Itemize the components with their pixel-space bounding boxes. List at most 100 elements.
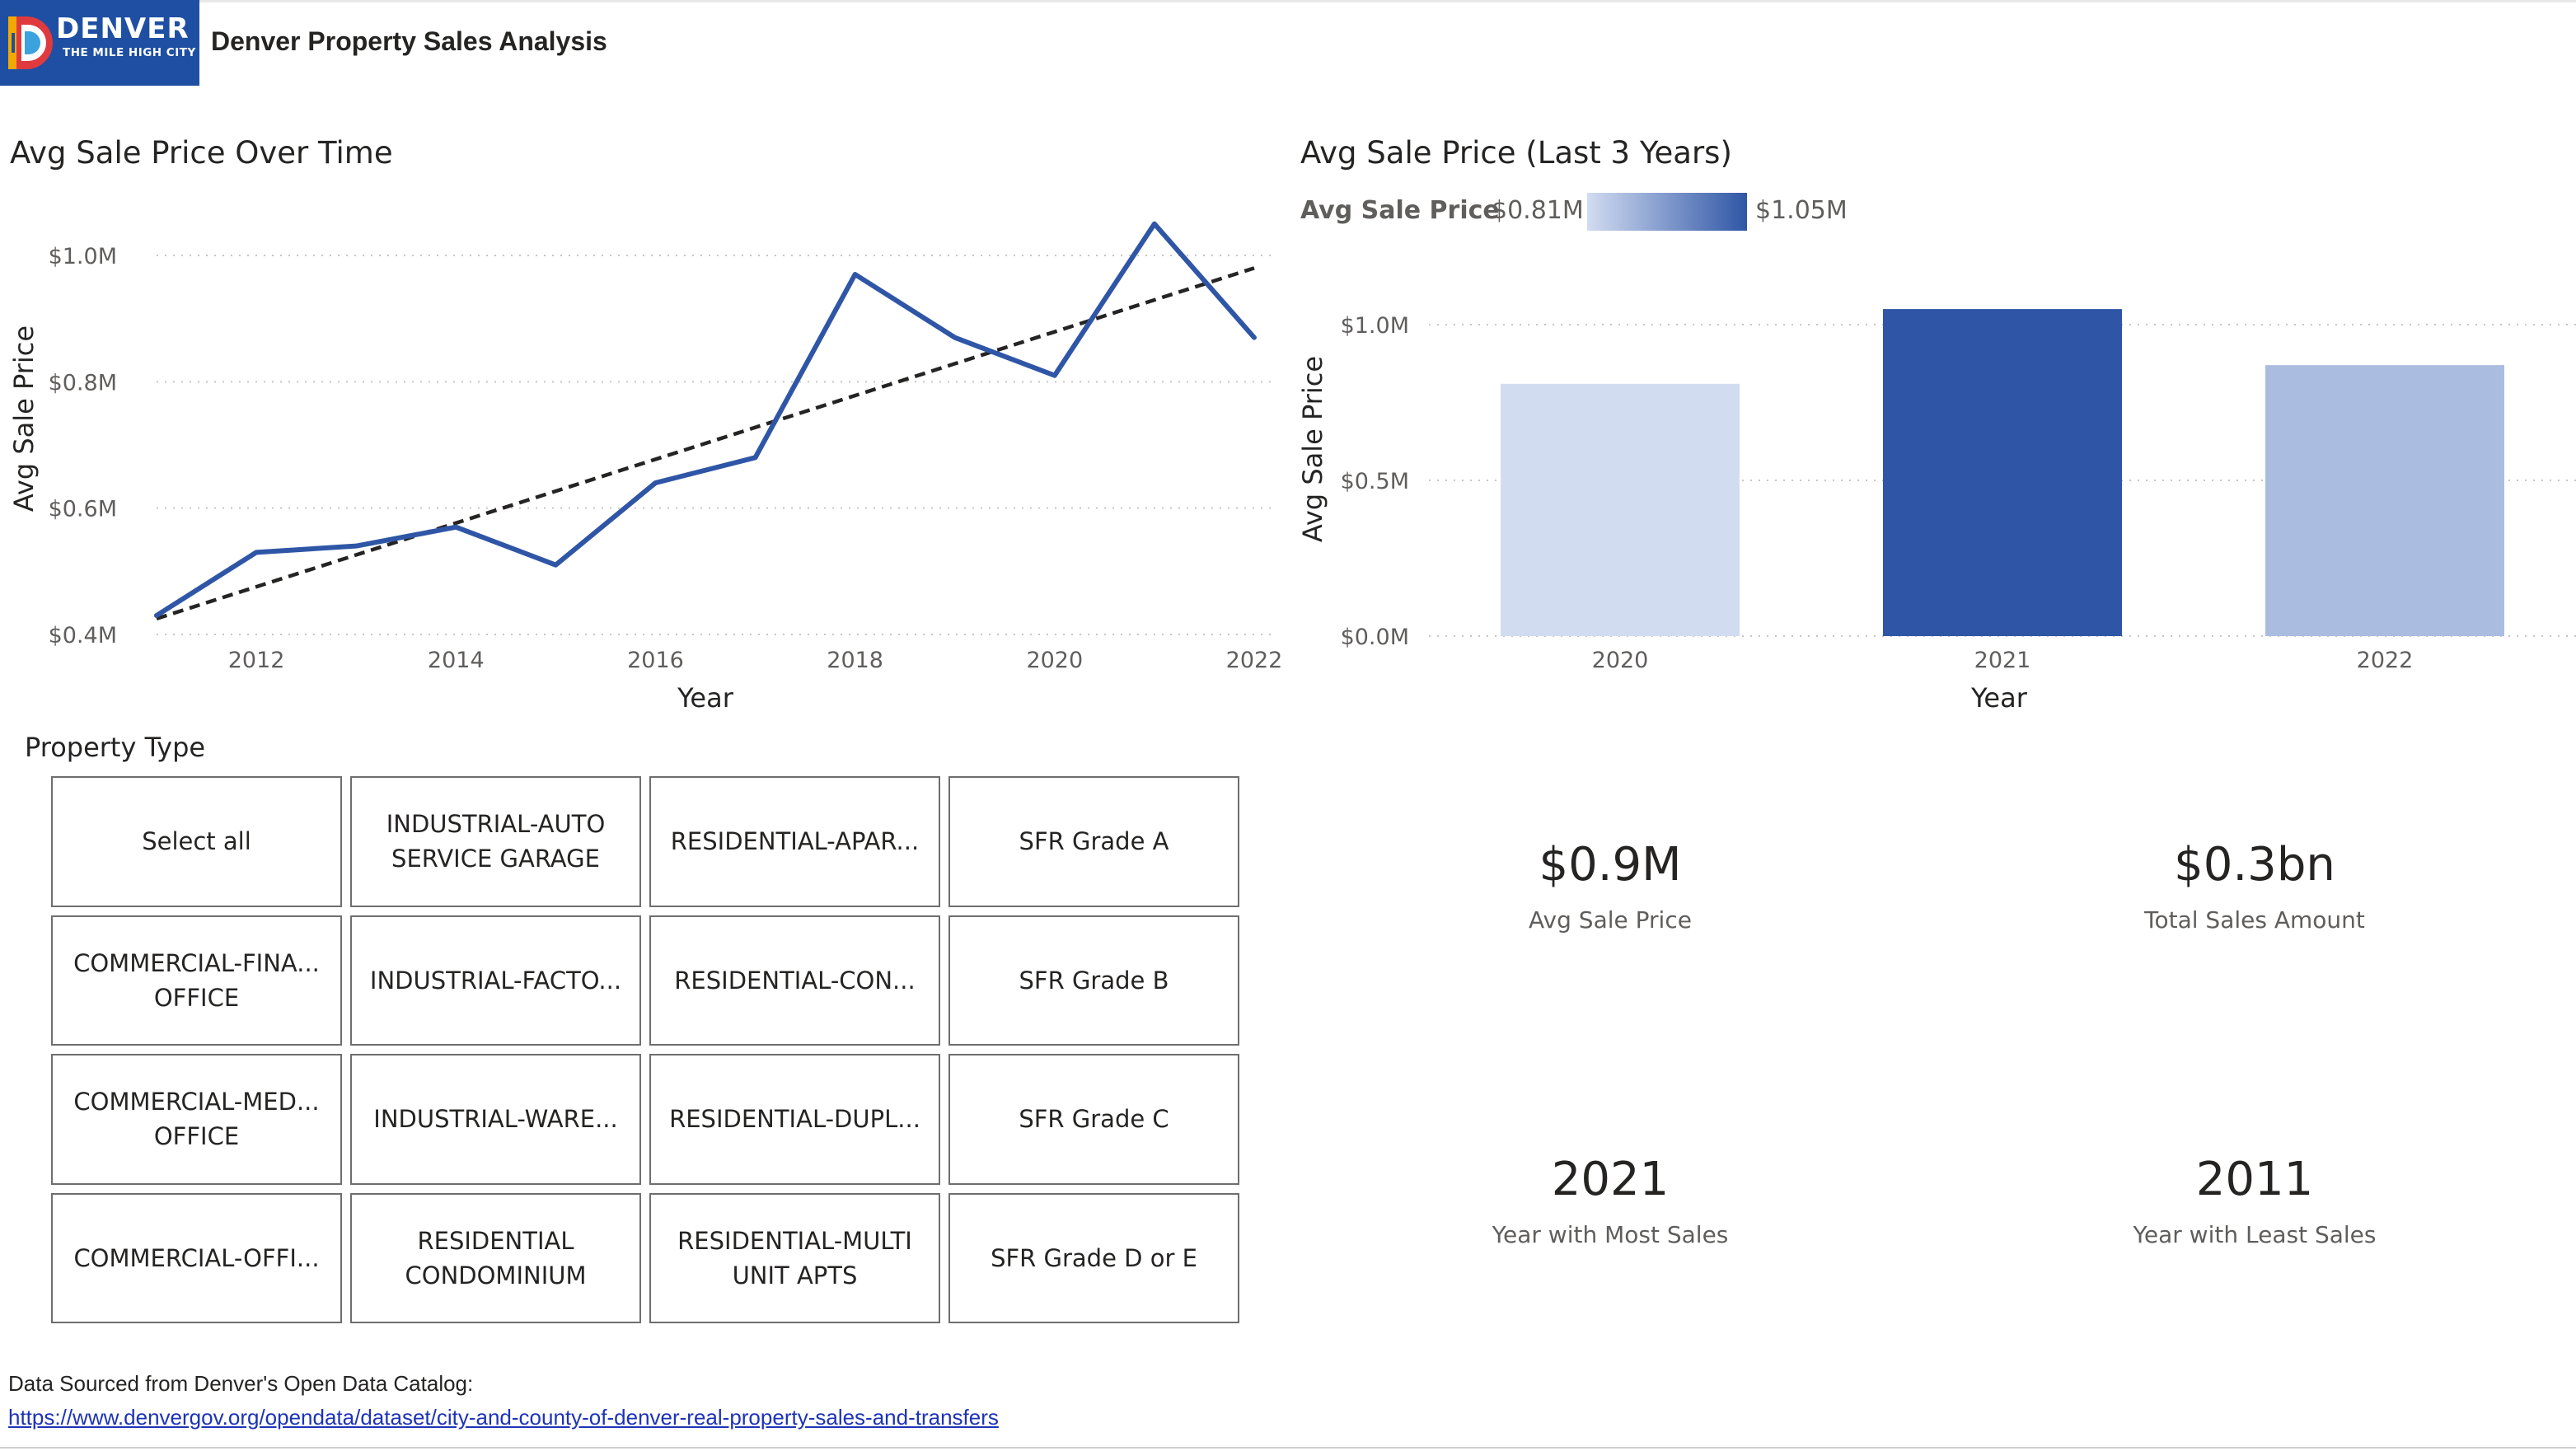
data-source-text: Data Sourced from Denver's Open Data Cat… xyxy=(8,1371,474,1396)
bar-2020[interactable] xyxy=(1501,383,1740,636)
data-point-2016[interactable] xyxy=(647,475,663,491)
property-type-tile[interactable]: SFR Grade C xyxy=(948,1054,1239,1185)
tile-label-line: CONDOMINIUM xyxy=(405,1261,587,1290)
bar-chart-title: Avg Sale Price (Last 3 Years) xyxy=(1300,135,1732,171)
tile-label-line: RESIDENTIAL xyxy=(417,1226,574,1255)
x-tick-label: 2022 xyxy=(2357,648,2414,673)
y-tick-label: $0.0M xyxy=(1341,625,1409,650)
property-type-tile[interactable]: RESIDENTIAL CONDOMINIUM xyxy=(350,1192,641,1323)
tile-label-line: SFR Grade B xyxy=(1019,966,1169,995)
data-point-2012[interactable] xyxy=(248,544,265,560)
tile-label: SFR Grade D or E xyxy=(991,1241,1197,1275)
tile-label-line: OFFICE xyxy=(153,1122,240,1151)
property-type-tile[interactable]: RESIDENTIAL-MULTI UNIT APTS xyxy=(649,1192,940,1323)
data-point-2014[interactable] xyxy=(447,519,464,536)
legend-gradient xyxy=(1587,193,1747,231)
legend-title: Avg Sale Price xyxy=(1300,196,1500,225)
property-type-tile[interactable]: SFR Grade A xyxy=(948,776,1239,907)
tile-label: RESIDENTIAL-MULTI UNIT APTS xyxy=(677,1224,912,1293)
tile-label: SFR Grade B xyxy=(1019,963,1169,998)
tile-label-line: SFR Grade D or E xyxy=(991,1243,1197,1272)
property-type-tile[interactable]: RESIDENTIAL-CON... xyxy=(649,915,940,1046)
x-tick-label: 2021 xyxy=(1974,648,2031,673)
x-tick-label: 2016 xyxy=(627,648,684,673)
tile-label-line: RESIDENTIAL-CON... xyxy=(674,966,916,995)
data-point-2022[interactable] xyxy=(1246,330,1262,346)
logo-tagline: THE MILE HIGH CITY xyxy=(63,46,196,59)
x-tick-label: 2022 xyxy=(1226,648,1283,673)
bar-chart-x-axis-label: Year xyxy=(1970,682,2028,714)
tile-label: COMMERCIAL-OFFI... xyxy=(73,1241,319,1275)
data-point-2011[interactable] xyxy=(148,607,165,624)
select-all-tile[interactable]: Select all xyxy=(51,776,342,907)
property-type-slicer: Select all INDUSTRIAL-AUTO SERVICE GARAGE R… xyxy=(51,776,1239,1323)
card-year-least-sales: 2011 Year with Least Sales xyxy=(1983,1153,2527,1249)
card-value: $0.9M xyxy=(1539,838,1682,892)
card-label: Total Sales Amount xyxy=(2144,906,2365,934)
data-point-2019[interactable] xyxy=(947,330,963,346)
card-year-most-sales: 2021 Year with Most Sales xyxy=(1338,1157,1882,1249)
card-label: Avg Sale Price xyxy=(1529,906,1692,934)
denver-d-logo-icon xyxy=(8,16,53,69)
property-type-slicer-title: Property Type xyxy=(25,732,206,763)
y-tick-label: $1.0M xyxy=(49,244,117,269)
y-tick-label: $0.8M xyxy=(49,370,117,396)
data-point-2018[interactable] xyxy=(847,266,864,283)
tile-label-line: RESIDENTIAL-DUPL... xyxy=(669,1105,920,1134)
data-point-2020[interactable] xyxy=(1047,367,1063,384)
avg-sale-price-line-chart[interactable]: $0.4M $0.6M $0.8M $1.0M 2012 2014 2016 2018 202… xyxy=(0,206,1286,799)
tile-label-line: Select all xyxy=(142,827,251,856)
line-chart-title: Avg Sale Price Over Time xyxy=(10,135,393,171)
y-tick-label: $1.0M xyxy=(1341,313,1409,339)
property-type-tile[interactable]: SFR Grade D or E xyxy=(948,1192,1239,1323)
property-type-tile[interactable]: INDUSTRIAL-WARE... xyxy=(350,1054,641,1185)
trend-line xyxy=(156,266,1255,620)
bar-2022[interactable] xyxy=(2265,365,2504,636)
tile-label-line: INDUSTRIAL-AUTO xyxy=(386,810,606,839)
property-type-tile[interactable]: SFR Grade B xyxy=(948,915,1239,1046)
property-type-tile[interactable]: RESIDENTIAL-DUPL... xyxy=(649,1054,940,1185)
tile-label-line: COMMERCIAL-OFFI... xyxy=(73,1243,320,1272)
card-label: Year with Most Sales xyxy=(1492,1221,1729,1248)
tile-label: SFR Grade A xyxy=(1019,824,1169,859)
tile-label-line: SERVICE GARAGE xyxy=(391,845,600,873)
data-point-2021[interactable] xyxy=(1146,216,1163,232)
tile-label: INDUSTRIAL-WARE... xyxy=(373,1102,617,1136)
data-point-2013[interactable] xyxy=(348,538,364,555)
x-tick-label: 2014 xyxy=(428,648,485,673)
card-value: $0.3bn xyxy=(2174,838,2335,892)
bar-chart-y-axis-label: Avg Sale Price xyxy=(1297,356,1328,542)
bottom-border xyxy=(0,1447,2576,1449)
line-series[interactable] xyxy=(154,221,1257,618)
property-type-tile[interactable]: COMMERCIAL-MED... OFFICE xyxy=(51,1054,342,1185)
tile-label-line: COMMERCIAL-MED... xyxy=(73,1088,320,1116)
tile-label: RESIDENTIAL-DUPL... xyxy=(669,1102,920,1136)
property-type-tile[interactable]: INDUSTRIAL-AUTO SERVICE GARAGE xyxy=(350,776,641,907)
card-avg-sale-price: $0.9M Avg Sale Price xyxy=(1338,842,1882,934)
property-type-tile[interactable]: RESIDENTIAL-APAR... xyxy=(649,776,940,907)
tile-label-line: UNIT APTS xyxy=(732,1261,858,1290)
tile-label-line: OFFICE xyxy=(153,983,240,1012)
card-value: 2011 xyxy=(2195,1153,2314,1206)
tile-label-line: SFR Grade A xyxy=(1019,827,1169,856)
data-point-2017[interactable] xyxy=(747,449,764,466)
y-tick-label: $0.4M xyxy=(49,623,117,648)
card-total-sales-amount: $0.3bn Total Sales Amount xyxy=(1983,842,2527,934)
legend-max-label: $1.05M xyxy=(1755,196,1848,225)
property-type-tile[interactable]: COMMERCIAL-OFFI... xyxy=(51,1192,342,1323)
line-chart-y-axis-label: Avg Sale Price xyxy=(8,325,40,512)
avg-sale-price-bar-chart[interactable]: $0.0M $0.5M $1.0M 2020 2021 2022 Year Avg Sa… xyxy=(1290,247,2576,733)
bar-2021[interactable] xyxy=(1883,309,2122,636)
legend-min-label: $0.81M xyxy=(1492,196,1584,225)
tile-label-line: RESIDENTIAL-APAR... xyxy=(670,827,920,856)
tile-label-line: COMMERCIAL-FINA... xyxy=(73,948,320,977)
tile-label: RESIDENTIAL-APAR... xyxy=(671,824,919,859)
property-type-tile[interactable]: COMMERCIAL-FINA... OFFICE xyxy=(51,915,342,1046)
tile-label-line: RESIDENTIAL-MULTI xyxy=(677,1226,912,1255)
property-type-tile[interactable]: INDUSTRIAL-FACTO... xyxy=(350,915,641,1046)
data-point-2015[interactable] xyxy=(547,557,564,573)
data-source-link[interactable]: https://www.denvergov.org/opendata/datas… xyxy=(8,1405,999,1430)
x-tick-label: 2020 xyxy=(1026,648,1083,673)
tile-label-line: INDUSTRIAL-FACTO... xyxy=(369,966,622,995)
line-chart-x-axis-label: Year xyxy=(677,682,734,714)
